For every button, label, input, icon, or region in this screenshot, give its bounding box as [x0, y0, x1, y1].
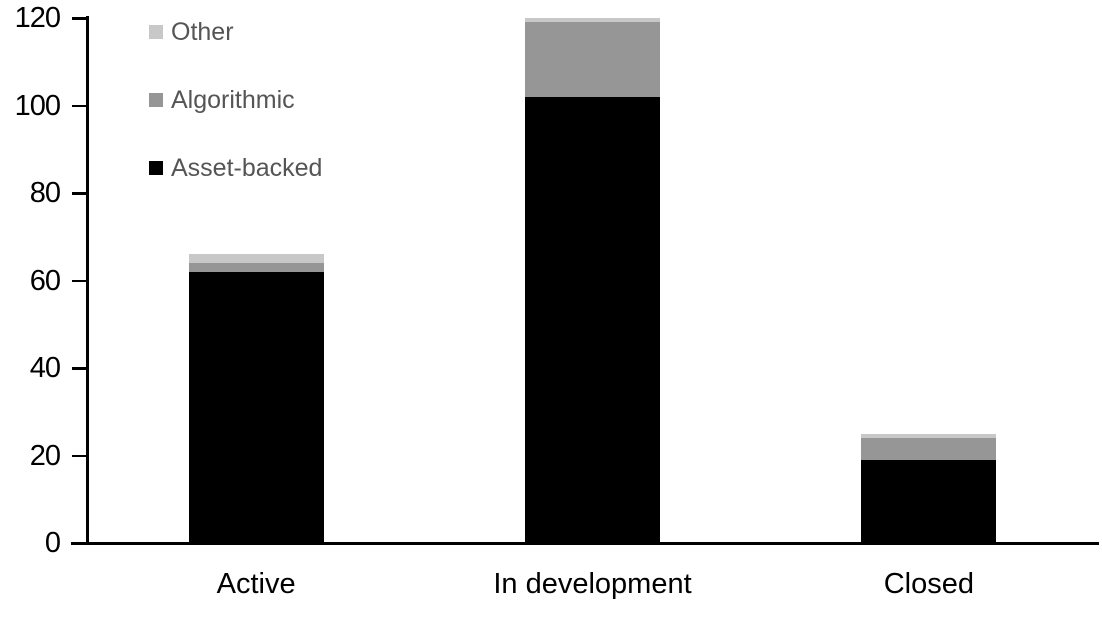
bar-segment-asset-backed	[861, 459, 997, 543]
bar-active	[188, 254, 324, 543]
y-axis-tick-label: 80	[29, 177, 61, 209]
legend-swatch-icon	[149, 93, 163, 107]
x-axis-category-label: Closed	[883, 568, 974, 600]
y-axis-tick-label: 40	[29, 352, 61, 384]
y-axis-tick	[72, 542, 88, 545]
legend-item-asset-backed: Asset-backed	[149, 154, 322, 182]
bar-in-development	[525, 18, 660, 543]
legend-swatch-icon	[149, 25, 163, 39]
bar-segment-algorithmic	[861, 438, 997, 460]
y-axis-tick-label: 60	[29, 264, 61, 297]
legend-item-label: Asset-backed	[171, 154, 323, 182]
y-axis-tick	[72, 454, 88, 457]
y-axis-tick-label: 100	[14, 89, 61, 122]
bar-segment-other	[861, 433, 997, 438]
bar-segment-other	[525, 18, 660, 23]
y-axis-tick	[72, 192, 88, 195]
y-axis-tick	[72, 104, 88, 107]
y-axis-tick	[72, 17, 88, 20]
y-axis-tick-label: 120	[14, 2, 61, 34]
bar-segment-asset-backed	[188, 271, 324, 543]
y-axis-tick-label: 20	[29, 439, 61, 472]
legend-item-label: Algorithmic	[171, 86, 295, 114]
y-axis-tick-label: 0	[44, 527, 61, 559]
legend: Other Algorithmic Asset-backed	[149, 18, 322, 182]
bar-segment-other	[188, 254, 324, 263]
x-axis-category-label: Active	[216, 568, 296, 600]
legend-item-label: Other	[171, 18, 234, 46]
x-axis-baseline	[71, 542, 1099, 545]
legend-swatch-icon	[149, 161, 163, 175]
bar-segment-asset-backed	[525, 96, 660, 543]
legend-item-other: Other	[149, 18, 322, 46]
bar-closed	[861, 433, 997, 543]
bar-segment-algorithmic	[188, 263, 324, 272]
y-axis-tick	[72, 279, 88, 282]
bar-segment-algorithmic	[525, 22, 660, 97]
y-axis-tick	[72, 367, 88, 370]
legend-item-algorithmic: Algorithmic	[149, 86, 322, 114]
x-axis-category-label: In development	[493, 568, 692, 600]
